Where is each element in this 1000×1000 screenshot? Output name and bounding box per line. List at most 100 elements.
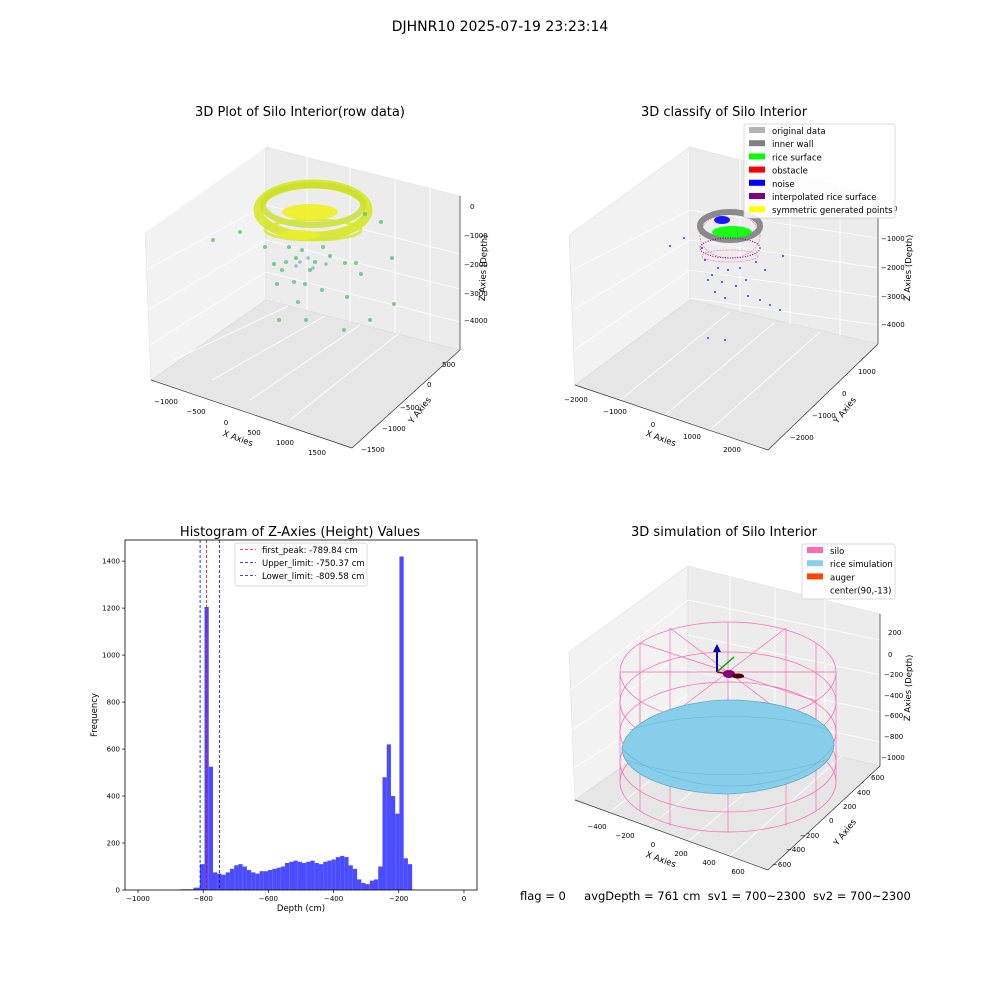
- status-footer: flag = 0 avgDepth = 761 cm sv1 = 700~230…: [520, 889, 911, 903]
- classify-legend-swatch: [749, 166, 765, 173]
- histogram-bar: [348, 865, 353, 890]
- figure-suptitle: DJHNR10 2025-07-19 23:23:14: [392, 19, 609, 35]
- simulation-ytick: −400: [786, 846, 805, 854]
- histogram-bar: [225, 872, 230, 890]
- histogram-bar: [357, 879, 362, 890]
- classify-legend-swatch: [749, 206, 765, 213]
- simulation-ztick: −200: [884, 671, 903, 679]
- footer-flag: flag = 0: [520, 889, 566, 903]
- histogram-title: Histogram of Z-Axies (Height) Values: [180, 525, 420, 540]
- classify-ytick: −2000: [790, 434, 814, 442]
- histogram-bar: [280, 866, 286, 890]
- simulation-x-axis-line: [574, 799, 769, 871]
- raw-x-axis-line: [150, 379, 353, 449]
- histogram-legend-label: first_peak: -789.84 cm: [262, 546, 358, 556]
- simulation-z-ticks: 200 0 −200 −400 −600 −800 −1000: [881, 629, 905, 762]
- classify-legend-swatch: [749, 153, 765, 160]
- histogram-bar: [255, 873, 260, 890]
- raw-panel-title: 3D Plot of Silo Interior(row data): [195, 105, 405, 120]
- raw-ytick: −1000: [382, 425, 406, 433]
- histogram-bar: [193, 887, 200, 890]
- classify-legend-label: inner wall: [772, 140, 813, 150]
- simulation-x-ticks: −400 −200 0 200 400 600: [587, 823, 744, 876]
- histogram-bar: [297, 861, 302, 890]
- classify-ztick: −1000: [881, 235, 905, 243]
- histogram-bar: [221, 874, 226, 890]
- simulation-legend-label: rice simulation: [830, 560, 893, 570]
- histogram-bar: [365, 884, 370, 890]
- simulation-x-axis-label: X Axies: [644, 850, 677, 870]
- simulation-y-ticks: 600 400 200 0 −200 −400 −600: [772, 774, 884, 869]
- classify-xtick: −1000: [603, 408, 627, 416]
- simulation-ztick: 200: [888, 629, 901, 637]
- histogram-bar: [399, 556, 404, 890]
- histogram-bar: [369, 880, 375, 890]
- raw-z-axis-label: Z Axies (Depth): [478, 234, 490, 301]
- raw-ztick: −2000: [464, 261, 488, 269]
- classify-ytick: −1000: [812, 412, 836, 420]
- raw-gridlines: [144, 146, 461, 421]
- histogram-x-tick-label: −1000: [126, 895, 150, 903]
- classify-ztick: −3000: [881, 293, 905, 301]
- simulation-ztick: −400: [884, 692, 903, 700]
- histogram-bar: [213, 872, 218, 890]
- histogram-bar: [276, 867, 281, 890]
- panel-histogram: Histogram of Z-Axies (Height) Values −10…: [90, 525, 478, 914]
- histogram-bars: [180, 556, 413, 890]
- classify-point-cloud: [669, 209, 784, 341]
- simulation-legend-swatch: [807, 586, 823, 593]
- histogram-legend-label: Upper_limit: -750.37 cm: [262, 559, 365, 569]
- simulation-ytick: 400: [857, 789, 870, 797]
- classify-ztick: −2000: [881, 264, 905, 272]
- classify-ytick: 0: [842, 390, 846, 398]
- histogram-bar: [378, 866, 383, 890]
- classify-legend-label: rice surface: [772, 153, 822, 163]
- histogram-bar: [407, 864, 413, 890]
- simulation-xtick: −400: [587, 823, 606, 831]
- simulation-ztick: −1000: [881, 754, 905, 762]
- simulation-ytick: 600: [871, 774, 884, 782]
- raw-ytick: −1500: [361, 446, 385, 454]
- classify-legend-swatch: [749, 140, 765, 147]
- simulation-legend: silo rice simulation auger center(90,-13): [801, 543, 896, 600]
- raw-xtick: 500: [247, 429, 260, 437]
- raw-point-cloud: [211, 179, 396, 332]
- histogram-x-tick-label: −200: [389, 895, 408, 903]
- classify-legend: original data inner wall rice surface obsta…: [743, 123, 896, 219]
- classify-panel-title: 3D classify of Silo Interior: [641, 105, 808, 120]
- classify-xtick: −2000: [564, 396, 588, 404]
- raw-y-ticks: 500 0 −500 −1000 −1500: [361, 361, 455, 454]
- histogram-bar: [386, 744, 391, 890]
- simulation-xtick: 600: [731, 868, 744, 876]
- classify-legend-label: interpolated rice surface: [772, 193, 877, 203]
- panel-classify: 3D classify of Silo Interior −2000 −1000…: [564, 105, 915, 454]
- classify-y-ticks: 1000 0 −1000 −2000: [790, 368, 876, 442]
- raw-x-ticks: −1000 −500 0 500 1000 1500: [154, 398, 326, 457]
- raw-ytick: 0: [427, 381, 431, 389]
- classify-legend-swatch: [749, 179, 765, 186]
- histogram-bar: [263, 871, 269, 890]
- simulation-xtick: 400: [702, 859, 715, 867]
- classify-y-axis-line: [767, 343, 879, 451]
- simulation-auger: [713, 644, 745, 679]
- simulation-ztick: −800: [884, 733, 903, 741]
- panel-raw-data: 3D Plot of Silo Interior(row data) −1000…: [144, 105, 490, 457]
- histogram-bar: [403, 858, 408, 890]
- histogram-bar: [361, 882, 366, 890]
- histogram-x-tick-label: −800: [194, 895, 213, 903]
- raw-ztick: −3000: [464, 290, 488, 298]
- histogram-bar: [374, 879, 379, 890]
- raw-xtick: 1500: [308, 449, 326, 457]
- classify-legend-label: noise: [772, 180, 795, 190]
- histogram-bar: [390, 796, 396, 890]
- histogram-bar: [289, 861, 294, 890]
- classify-legend-swatch: [749, 193, 765, 199]
- histogram-bar: [259, 871, 264, 890]
- simulation-y-axis-label: Y Axies: [831, 817, 859, 849]
- histogram-y-tick-label: 1400: [102, 558, 120, 566]
- raw-z-ticks: 0 −1000 −2000 −3000 −4000: [464, 203, 488, 325]
- histogram-x-axis-label: Depth (cm): [277, 904, 325, 914]
- classify-legend-swatch: [749, 127, 765, 133]
- histogram-bar: [272, 868, 277, 890]
